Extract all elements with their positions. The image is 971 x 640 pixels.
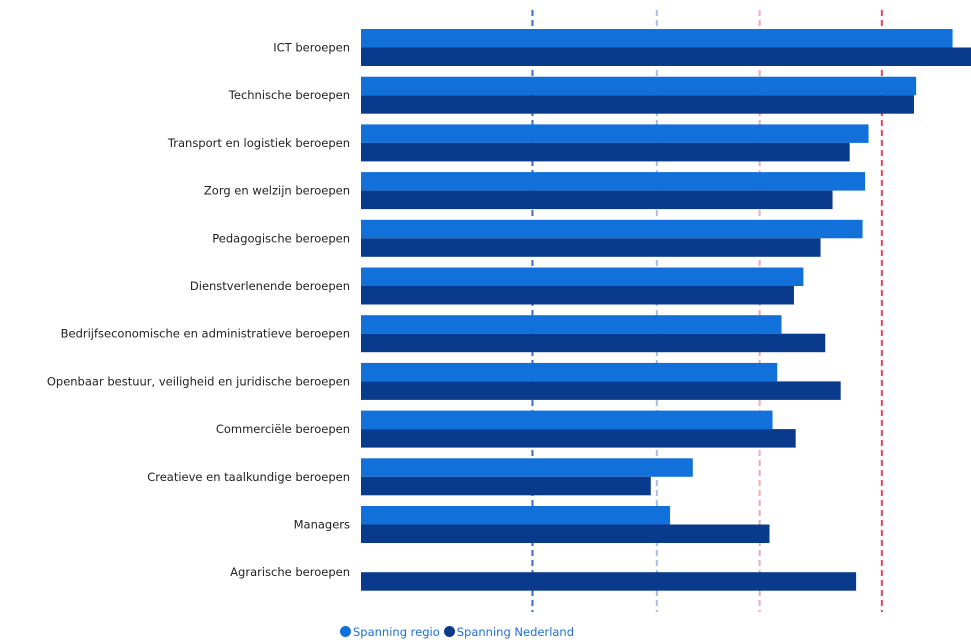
category-label: Transport en logistiek beroepen	[167, 136, 350, 150]
bar-regio-2[interactable]	[361, 76, 917, 96]
category-label: Managers	[294, 518, 350, 532]
bar-nederland-10[interactable]	[361, 476, 651, 496]
legend-marker-nederland	[443, 626, 455, 637]
bar-nederland-5[interactable]	[361, 238, 821, 257]
bar-regio-3[interactable]	[361, 124, 869, 143]
category-label: Dienstverlenende beroepen	[190, 279, 350, 293]
bars	[361, 29, 971, 591]
legend-item-nederland[interactable]: Spanning Nederland	[443, 624, 575, 639]
bar-nederland-6[interactable]	[361, 286, 794, 305]
category-label: Openbaar bestuur, veiligheid en juridisc…	[47, 374, 350, 388]
category-label: Agrarische beroepen	[230, 565, 350, 579]
bar-regio-7[interactable]	[361, 315, 782, 334]
category-label: ICT beroepen	[273, 41, 350, 55]
legend-label-nederland: Spanning Nederland	[456, 624, 575, 639]
chart: ICT beroepen Technische beroepen Transport…	[47, 10, 971, 612]
bar-regio-1[interactable]	[361, 29, 953, 48]
bar-nederland-8[interactable]	[361, 381, 841, 400]
bar-nederland-7[interactable]	[361, 333, 826, 353]
legend-label-regio: Spanning regio	[353, 624, 440, 639]
bar-regio-5[interactable]	[361, 219, 863, 239]
bar-nederland-3[interactable]	[361, 142, 850, 162]
bar-regio-9[interactable]	[361, 410, 773, 430]
bar-regio-10[interactable]	[361, 458, 693, 477]
category-label: Pedagogische beroepen	[212, 231, 350, 245]
bar-regio-8[interactable]	[361, 362, 778, 382]
bar-nederland-11[interactable]	[361, 524, 770, 544]
bar-nederland-12[interactable]	[361, 572, 857, 591]
bar-nederland-4[interactable]	[361, 190, 833, 210]
legend-item-regio[interactable]: Spanning regio	[340, 625, 440, 639]
category-label: Technische beroepen	[228, 88, 350, 102]
bar-regio-6[interactable]	[361, 267, 804, 287]
category-label: Zorg en welzijn beroepen	[204, 184, 350, 198]
bar-regio-11[interactable]	[361, 506, 671, 525]
category-label: Bedrijfseconomische en administratieve b…	[61, 327, 350, 341]
category-labels: ICT beroepen Technische beroepen Transport…	[47, 41, 350, 580]
category-label: Creatieve en taalkundige beroepen	[147, 470, 350, 484]
category-label: Commerciële beroepen	[216, 422, 350, 436]
legend-marker-regio	[340, 626, 351, 637]
bar-regio-4[interactable]	[361, 172, 866, 191]
bar-nederland-2[interactable]	[361, 95, 914, 114]
bar-nederland-9[interactable]	[361, 429, 796, 448]
legend: Spanning regio Spanning Nederland	[340, 623, 574, 640]
bar-nederland-1[interactable]	[361, 47, 971, 67]
